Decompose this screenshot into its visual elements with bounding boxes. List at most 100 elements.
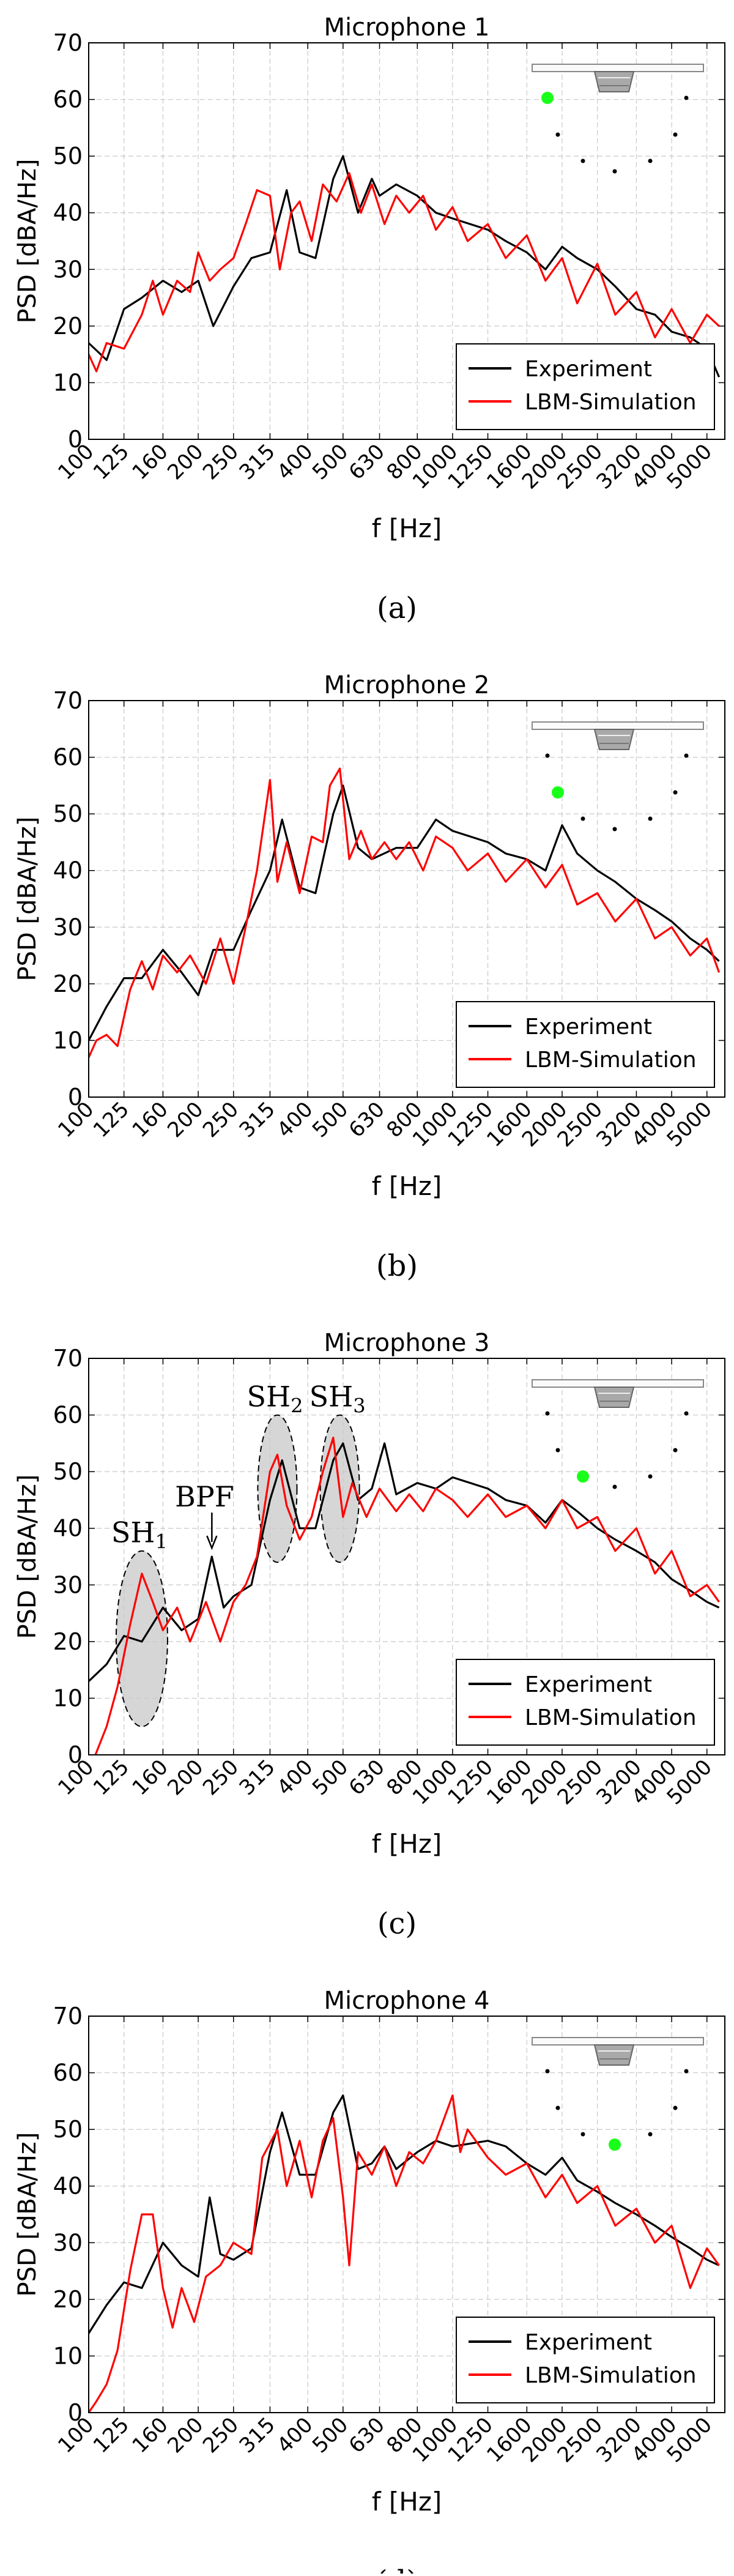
x-tick-label: 200 <box>163 439 208 485</box>
axes-frame <box>88 1358 725 1755</box>
y-axis-label: PSD [dBA/Hz] <box>13 1475 42 1639</box>
chart-title: Microphone 1 <box>324 13 490 42</box>
annotation-subscript: 1 <box>155 1530 168 1554</box>
microphone-dot <box>684 95 689 100</box>
x-tick-label: 630 <box>344 1097 390 1142</box>
y-tick-label: 10 <box>53 1684 83 1711</box>
legend-label: Experiment <box>525 1014 652 1040</box>
panel-caption: (a) <box>377 591 417 625</box>
microphone-dot <box>684 753 689 758</box>
x-axis-label: f [Hz] <box>372 513 442 543</box>
microphone-dot <box>673 2105 678 2110</box>
x-tick-label: 400 <box>272 1755 317 1800</box>
microphone-dot <box>673 790 678 795</box>
x-tick-label: 630 <box>344 2413 390 2458</box>
x-tick-label: 125 <box>89 1755 134 1800</box>
microphone-arc-diagram <box>532 721 704 832</box>
microphone-dot <box>648 158 653 163</box>
x-tick-label: 250 <box>198 2413 243 2458</box>
axes-frame <box>88 2016 725 2413</box>
y-axis-label: PSD [dBA/Hz] <box>13 2132 42 2297</box>
microphone-dot <box>580 158 585 163</box>
x-tick-label: 100 <box>53 1097 98 1142</box>
microphone-dot <box>673 1448 678 1453</box>
legend: Experiment LBM-Simulation <box>456 1659 715 1746</box>
microphone-dot <box>648 1474 653 1479</box>
axes-frame <box>88 42 725 440</box>
y-tick-label: 70 <box>53 687 83 714</box>
x-axis-label: f [Hz] <box>372 2487 442 2517</box>
chart-title: Microphone 3 <box>324 1329 490 1357</box>
x-tick-label: 160 <box>128 439 173 485</box>
chart-panel-2: 0 10 20 30 40 50 60 70 1001251602002503154005006… <box>13 671 725 1283</box>
legend-box <box>456 1659 715 1746</box>
x-tick-label: 250 <box>198 1097 243 1142</box>
microphone-dot <box>673 132 678 137</box>
microphone-dot <box>555 2105 560 2110</box>
x-tick-label: 400 <box>272 2413 317 2458</box>
microphone-dot <box>545 753 550 758</box>
y-tick-label: 20 <box>53 313 83 340</box>
chart-panel-4: 0 10 20 30 40 50 60 70 1001251602002503154005006… <box>13 1987 725 2576</box>
y-tick-label: 70 <box>53 2003 83 2030</box>
axes-frame <box>88 700 725 1098</box>
active-microphone-dot <box>541 92 554 104</box>
y-tick-label: 70 <box>53 1345 83 1372</box>
x-tick-label: 500 <box>308 1755 353 1800</box>
annotation-ellipse <box>257 1414 298 1563</box>
annotation-label: SH2 <box>247 1380 303 1418</box>
y-tick-label: 60 <box>53 86 83 113</box>
microphone-dot <box>684 2069 689 2074</box>
x-tick-label: 160 <box>128 1755 173 1800</box>
panel-caption: (b) <box>376 1249 418 1283</box>
microphone-arc-diagram <box>532 1379 704 1489</box>
x-tick-label: 250 <box>198 439 243 485</box>
microphone-dot <box>555 1448 560 1453</box>
annotation-ellipse <box>115 1550 168 1727</box>
x-tick-label: 125 <box>89 439 134 485</box>
y-tick-label: 40 <box>53 199 83 226</box>
microphone-dot <box>648 2132 653 2137</box>
rotor-icon <box>593 729 635 750</box>
x-tick-label: 200 <box>163 2413 208 2458</box>
y-tick-label: 40 <box>53 1515 83 1542</box>
x-tick-label: 400 <box>272 439 317 485</box>
x-tick-label: 200 <box>163 1097 208 1142</box>
x-tick-label: 315 <box>235 2413 280 2458</box>
annotation-label: BPF <box>175 1480 234 1513</box>
x-tick-label: 315 <box>235 439 280 485</box>
x-tick-label: 250 <box>198 1755 243 1800</box>
x-axis-label: f [Hz] <box>372 1171 442 1201</box>
microphone-dot <box>545 2069 550 2074</box>
series-line-simulation <box>89 172 720 373</box>
series-line-experiment <box>89 2094 720 2334</box>
panel-caption: (d) <box>376 2564 418 2574</box>
x-tick-label: 125 <box>89 2413 134 2458</box>
plot-area <box>89 1414 720 1755</box>
annotation-subscript: 2 <box>291 1394 303 1418</box>
series-line-simulation <box>94 1437 720 1755</box>
y-tick-label: 0 <box>68 426 83 453</box>
x-tick-label: 630 <box>344 1755 390 1800</box>
rotor-icon <box>593 71 635 92</box>
y-axis-label: PSD [dBA/Hz] <box>13 817 42 981</box>
plot-area <box>89 2094 720 2413</box>
y-tick-label: 60 <box>53 2060 83 2086</box>
y-tick-label: 10 <box>53 1027 83 1054</box>
x-tick-label: 125 <box>89 1097 134 1142</box>
microphone-dot <box>648 816 653 821</box>
legend-label: LBM-Simulation <box>525 1705 697 1730</box>
x-tick-label: 100 <box>53 2413 98 2458</box>
microphone-arc-diagram <box>532 64 704 174</box>
y-tick-label: 20 <box>53 2286 83 2313</box>
chart-title: Microphone 2 <box>324 671 490 699</box>
x-tick-label: 315 <box>235 1755 280 1800</box>
legend: Experiment LBM-Simulation <box>456 1001 715 1088</box>
inset-plate <box>532 2037 704 2046</box>
inset-plate <box>532 64 704 72</box>
series-line-experiment <box>89 1442 720 1682</box>
series-line-experiment <box>89 784 720 1041</box>
y-tick-label: 20 <box>53 970 83 997</box>
